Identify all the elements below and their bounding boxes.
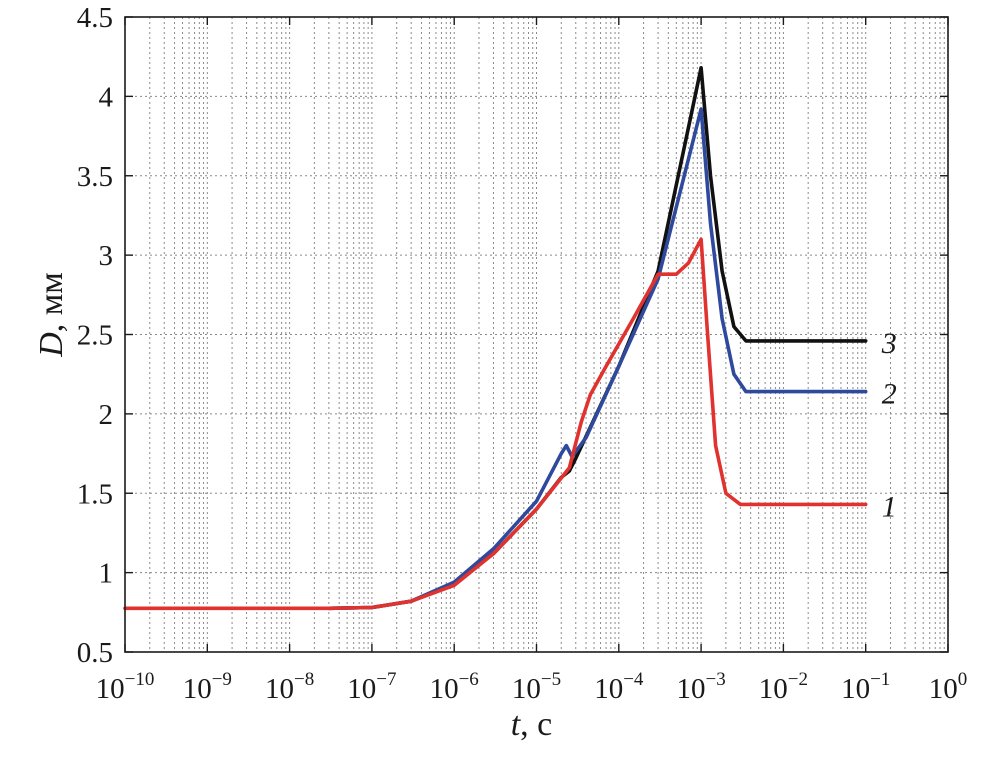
x-tick-exponent: 0 bbox=[958, 669, 968, 690]
series-line-1 bbox=[123, 237, 868, 611]
x-tick-label: 10−10 bbox=[96, 669, 155, 705]
series-labels: 3 2 1 bbox=[881, 327, 897, 524]
grid bbox=[125, 17, 948, 652]
y-tick-label: 1.5 bbox=[77, 478, 113, 510]
x-tick-exponent: −6 bbox=[459, 669, 479, 690]
y-tick-label: 2.5 bbox=[77, 320, 113, 352]
x-tick-label: 10−7 bbox=[347, 669, 396, 705]
x-axis-variable: t bbox=[511, 706, 522, 743]
x-tick-base: 10 bbox=[676, 673, 705, 705]
y-axis-variable: D bbox=[33, 332, 70, 358]
x-tick-base: 10 bbox=[512, 673, 541, 705]
series-line-2 bbox=[327, 107, 868, 611]
x-tick-exponent: −7 bbox=[376, 669, 396, 690]
x-tick-label: 10−3 bbox=[676, 669, 725, 705]
y-tick-label: 4.5 bbox=[77, 2, 113, 34]
y-axis-label: D, мм bbox=[33, 272, 70, 358]
x-axis-unit: , c bbox=[520, 706, 552, 743]
x-tick-exponent: −4 bbox=[623, 669, 644, 690]
x-tick-exponent: −10 bbox=[125, 669, 155, 690]
x-tick-base: 10 bbox=[265, 673, 294, 705]
x-tick-base: 10 bbox=[347, 673, 376, 705]
x-tick-exponent: −8 bbox=[294, 669, 314, 690]
x-tick-label: 10−8 bbox=[265, 669, 314, 705]
axis-ticks bbox=[124, 16, 949, 653]
x-tick-base: 10 bbox=[929, 673, 958, 705]
x-tick-labels: 10−10 10−9 10−8 10−7 10−6 10−5 10−4 10−3 10−2 10−… bbox=[96, 669, 968, 705]
x-tick-base: 10 bbox=[183, 673, 212, 705]
x-tick-exponent: −5 bbox=[541, 669, 561, 690]
x-tick-base: 10 bbox=[759, 673, 788, 705]
x-tick-exponent: −1 bbox=[870, 669, 890, 690]
x-tick-base: 10 bbox=[841, 673, 870, 705]
x-tick-exponent: −3 bbox=[705, 669, 725, 690]
x-axis-label: t, c bbox=[511, 706, 553, 743]
y-axis-unit: , мм bbox=[33, 272, 70, 332]
y-tick-label: 3 bbox=[99, 240, 114, 272]
x-tick-label: 10−1 bbox=[841, 669, 890, 705]
x-tick-exponent: −2 bbox=[788, 669, 808, 690]
series-label-1: 1 bbox=[882, 490, 897, 523]
x-tick-label: 100 bbox=[929, 669, 968, 705]
x-tick-label: 10−5 bbox=[512, 669, 561, 705]
x-tick-exponent: −9 bbox=[212, 669, 232, 690]
y-tick-label: 1 bbox=[99, 558, 114, 590]
series-label-2: 2 bbox=[882, 378, 897, 411]
x-tick-base: 10 bbox=[594, 673, 623, 705]
y-tick-label: 4 bbox=[99, 81, 114, 113]
y-tick-labels: 0.5 1 1.5 2 2.5 3 3.5 4 4.5 bbox=[77, 2, 114, 669]
series-group bbox=[123, 66, 868, 611]
y-tick-label: 2 bbox=[99, 399, 114, 431]
series-label-3: 3 bbox=[881, 327, 897, 360]
x-tick-label: 10−9 bbox=[183, 669, 232, 705]
x-tick-base: 10 bbox=[430, 673, 459, 705]
x-tick-label: 10−6 bbox=[430, 669, 479, 705]
y-tick-label: 3.5 bbox=[77, 161, 113, 193]
x-tick-label: 10−4 bbox=[594, 669, 644, 705]
x-tick-base: 10 bbox=[96, 673, 125, 705]
y-tick-label: 0.5 bbox=[77, 637, 113, 669]
x-tick-label: 10−2 bbox=[759, 669, 808, 705]
